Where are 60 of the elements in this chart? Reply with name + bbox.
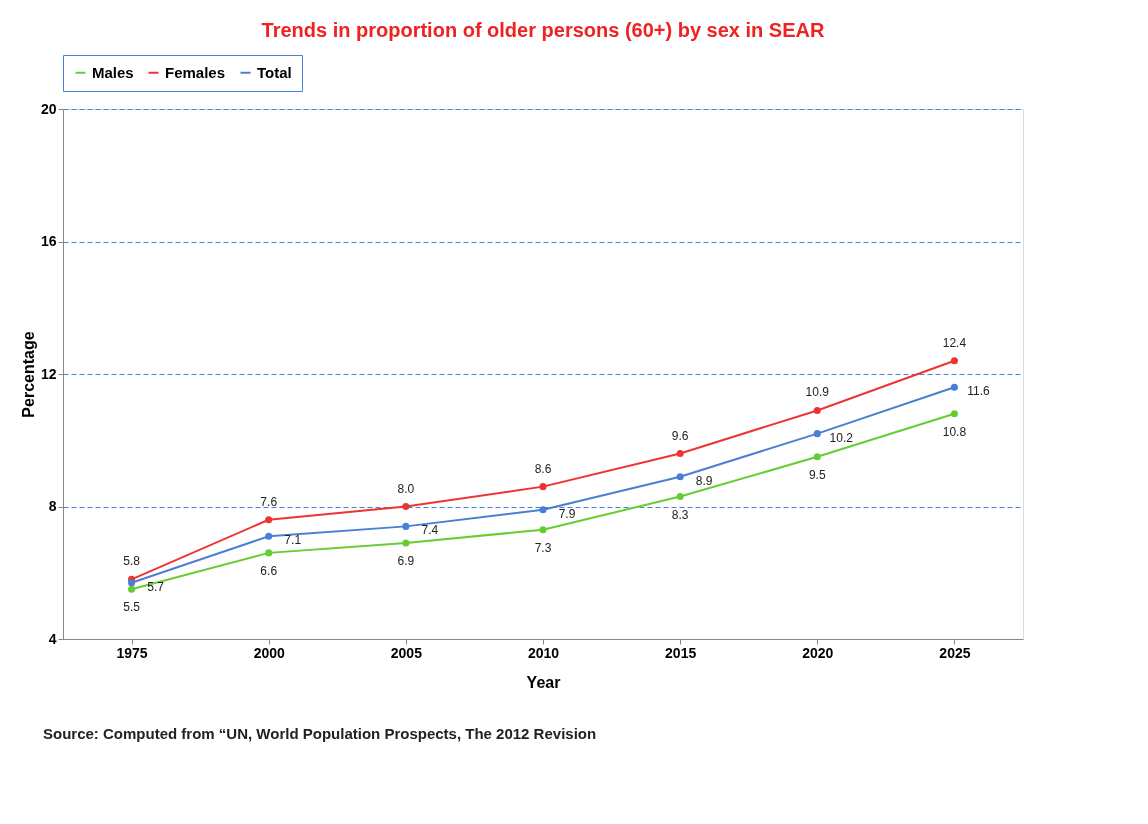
data-label: 7.9 — [558, 506, 576, 521]
data-label: 5.5 — [123, 600, 141, 615]
legend-label: Total — [257, 63, 292, 81]
x-tick-label: 2020 — [802, 644, 834, 661]
data-label: 10.2 — [829, 430, 854, 445]
point — [813, 406, 821, 414]
data-label: 8.9 — [695, 473, 713, 488]
point — [813, 453, 821, 461]
data-label: 7.1 — [284, 533, 302, 548]
point — [950, 357, 958, 365]
legend-label: Males — [92, 63, 134, 81]
data-label: 7.4 — [421, 523, 439, 538]
data-label: 7.6 — [260, 494, 278, 509]
legend-label: Females — [165, 63, 226, 81]
point — [676, 493, 684, 501]
point — [265, 532, 273, 540]
data-label: 11.6 — [967, 384, 990, 399]
x-tick-label: 2015 — [665, 644, 697, 661]
data-label: 12.4 — [942, 335, 967, 350]
point — [813, 430, 821, 438]
point — [539, 483, 547, 491]
point — [128, 585, 136, 593]
y-tick-label: 12 — [40, 365, 57, 382]
point — [265, 516, 273, 524]
x-tick-label: 2025 — [939, 644, 971, 661]
point — [950, 410, 958, 418]
source-note: Source: Computed from “UN, World Population Prospects, The 2012 Revision — [43, 725, 597, 742]
data-label: 6.9 — [397, 553, 415, 568]
point — [402, 539, 410, 547]
data-label: 9.5 — [808, 467, 826, 482]
point — [539, 526, 547, 534]
data-label: 5.8 — [123, 554, 141, 569]
y-axis-title: Percentage — [19, 331, 37, 418]
data-label: 6.6 — [260, 563, 278, 578]
x-tick-label: 2010 — [527, 644, 560, 661]
x-tick-label: 2005 — [390, 644, 423, 661]
x-axis-title: Year — [526, 673, 561, 691]
point — [128, 579, 136, 587]
chart-title: Trends in proportion of older persons (60+) by sex in SEAR — [261, 18, 825, 41]
data-label: 10.8 — [942, 424, 967, 439]
data-label: 5.7 — [147, 579, 165, 594]
y-tick-label: 20 — [40, 100, 57, 117]
point — [265, 549, 273, 557]
data-label: 9.6 — [671, 428, 689, 443]
y-tick-label: 16 — [40, 233, 57, 249]
point — [402, 522, 410, 530]
data-label: 10.9 — [805, 385, 830, 400]
point — [402, 502, 410, 511]
point — [950, 383, 958, 391]
data-label: 8.6 — [534, 461, 552, 476]
point — [676, 473, 684, 481]
x-tick-label: 2000 — [253, 644, 285, 661]
point — [676, 449, 684, 458]
y-tick-label: 8 — [48, 498, 57, 514]
data-label: 8.3 — [671, 507, 689, 522]
data-label: 7.3 — [534, 540, 552, 555]
x-tick-label: 1975 — [116, 644, 148, 661]
data-label: 8.0 — [397, 481, 415, 496]
point — [539, 506, 547, 514]
y-tick-label: 4 — [48, 630, 57, 647]
